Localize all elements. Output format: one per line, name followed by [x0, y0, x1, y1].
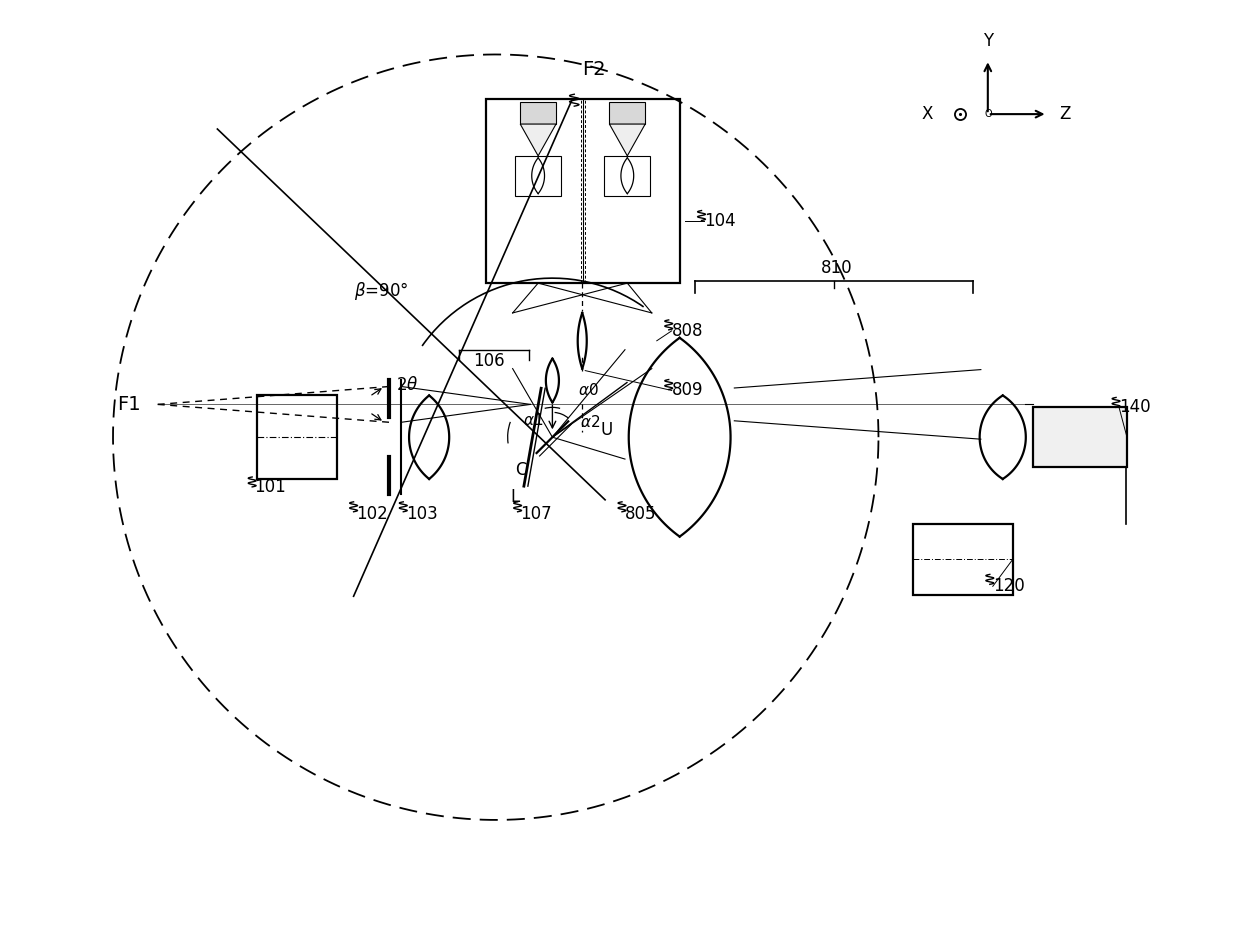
- Text: 101: 101: [254, 478, 286, 495]
- Bar: [604, 155, 650, 196]
- Polygon shape: [521, 124, 556, 155]
- Text: 805: 805: [625, 505, 656, 523]
- Text: L: L: [511, 488, 520, 506]
- Text: 808: 808: [672, 322, 703, 340]
- Text: Y: Y: [983, 31, 993, 50]
- Text: Z: Z: [1059, 106, 1071, 123]
- Text: $\alpha$1: $\alpha$1: [522, 413, 543, 429]
- Bar: [486, 99, 680, 284]
- Text: F1: F1: [118, 395, 141, 414]
- Bar: [1033, 407, 1127, 467]
- Text: 103: 103: [407, 505, 438, 523]
- Polygon shape: [609, 124, 645, 155]
- Bar: [521, 102, 556, 124]
- Text: F2: F2: [583, 60, 606, 79]
- Text: $\alpha$2: $\alpha$2: [580, 414, 600, 430]
- Bar: [914, 524, 1013, 595]
- Text: 107: 107: [521, 505, 552, 523]
- Text: $\beta$=90°: $\beta$=90°: [353, 280, 408, 302]
- Bar: [257, 395, 337, 479]
- Text: 2$\theta$: 2$\theta$: [397, 376, 419, 394]
- Text: U: U: [600, 421, 613, 439]
- Text: 102: 102: [357, 505, 388, 523]
- Bar: [609, 102, 645, 124]
- Text: 120: 120: [993, 577, 1024, 595]
- Text: 106: 106: [472, 351, 505, 369]
- Text: X: X: [921, 106, 934, 123]
- Text: 140: 140: [1118, 398, 1151, 416]
- Text: $\alpha$0: $\alpha$0: [578, 382, 599, 398]
- Bar: [516, 155, 560, 196]
- Text: O: O: [985, 109, 992, 119]
- Text: C: C: [516, 461, 527, 479]
- Text: 104: 104: [704, 213, 737, 231]
- Text: 809: 809: [672, 382, 703, 399]
- Text: 810: 810: [821, 259, 852, 277]
